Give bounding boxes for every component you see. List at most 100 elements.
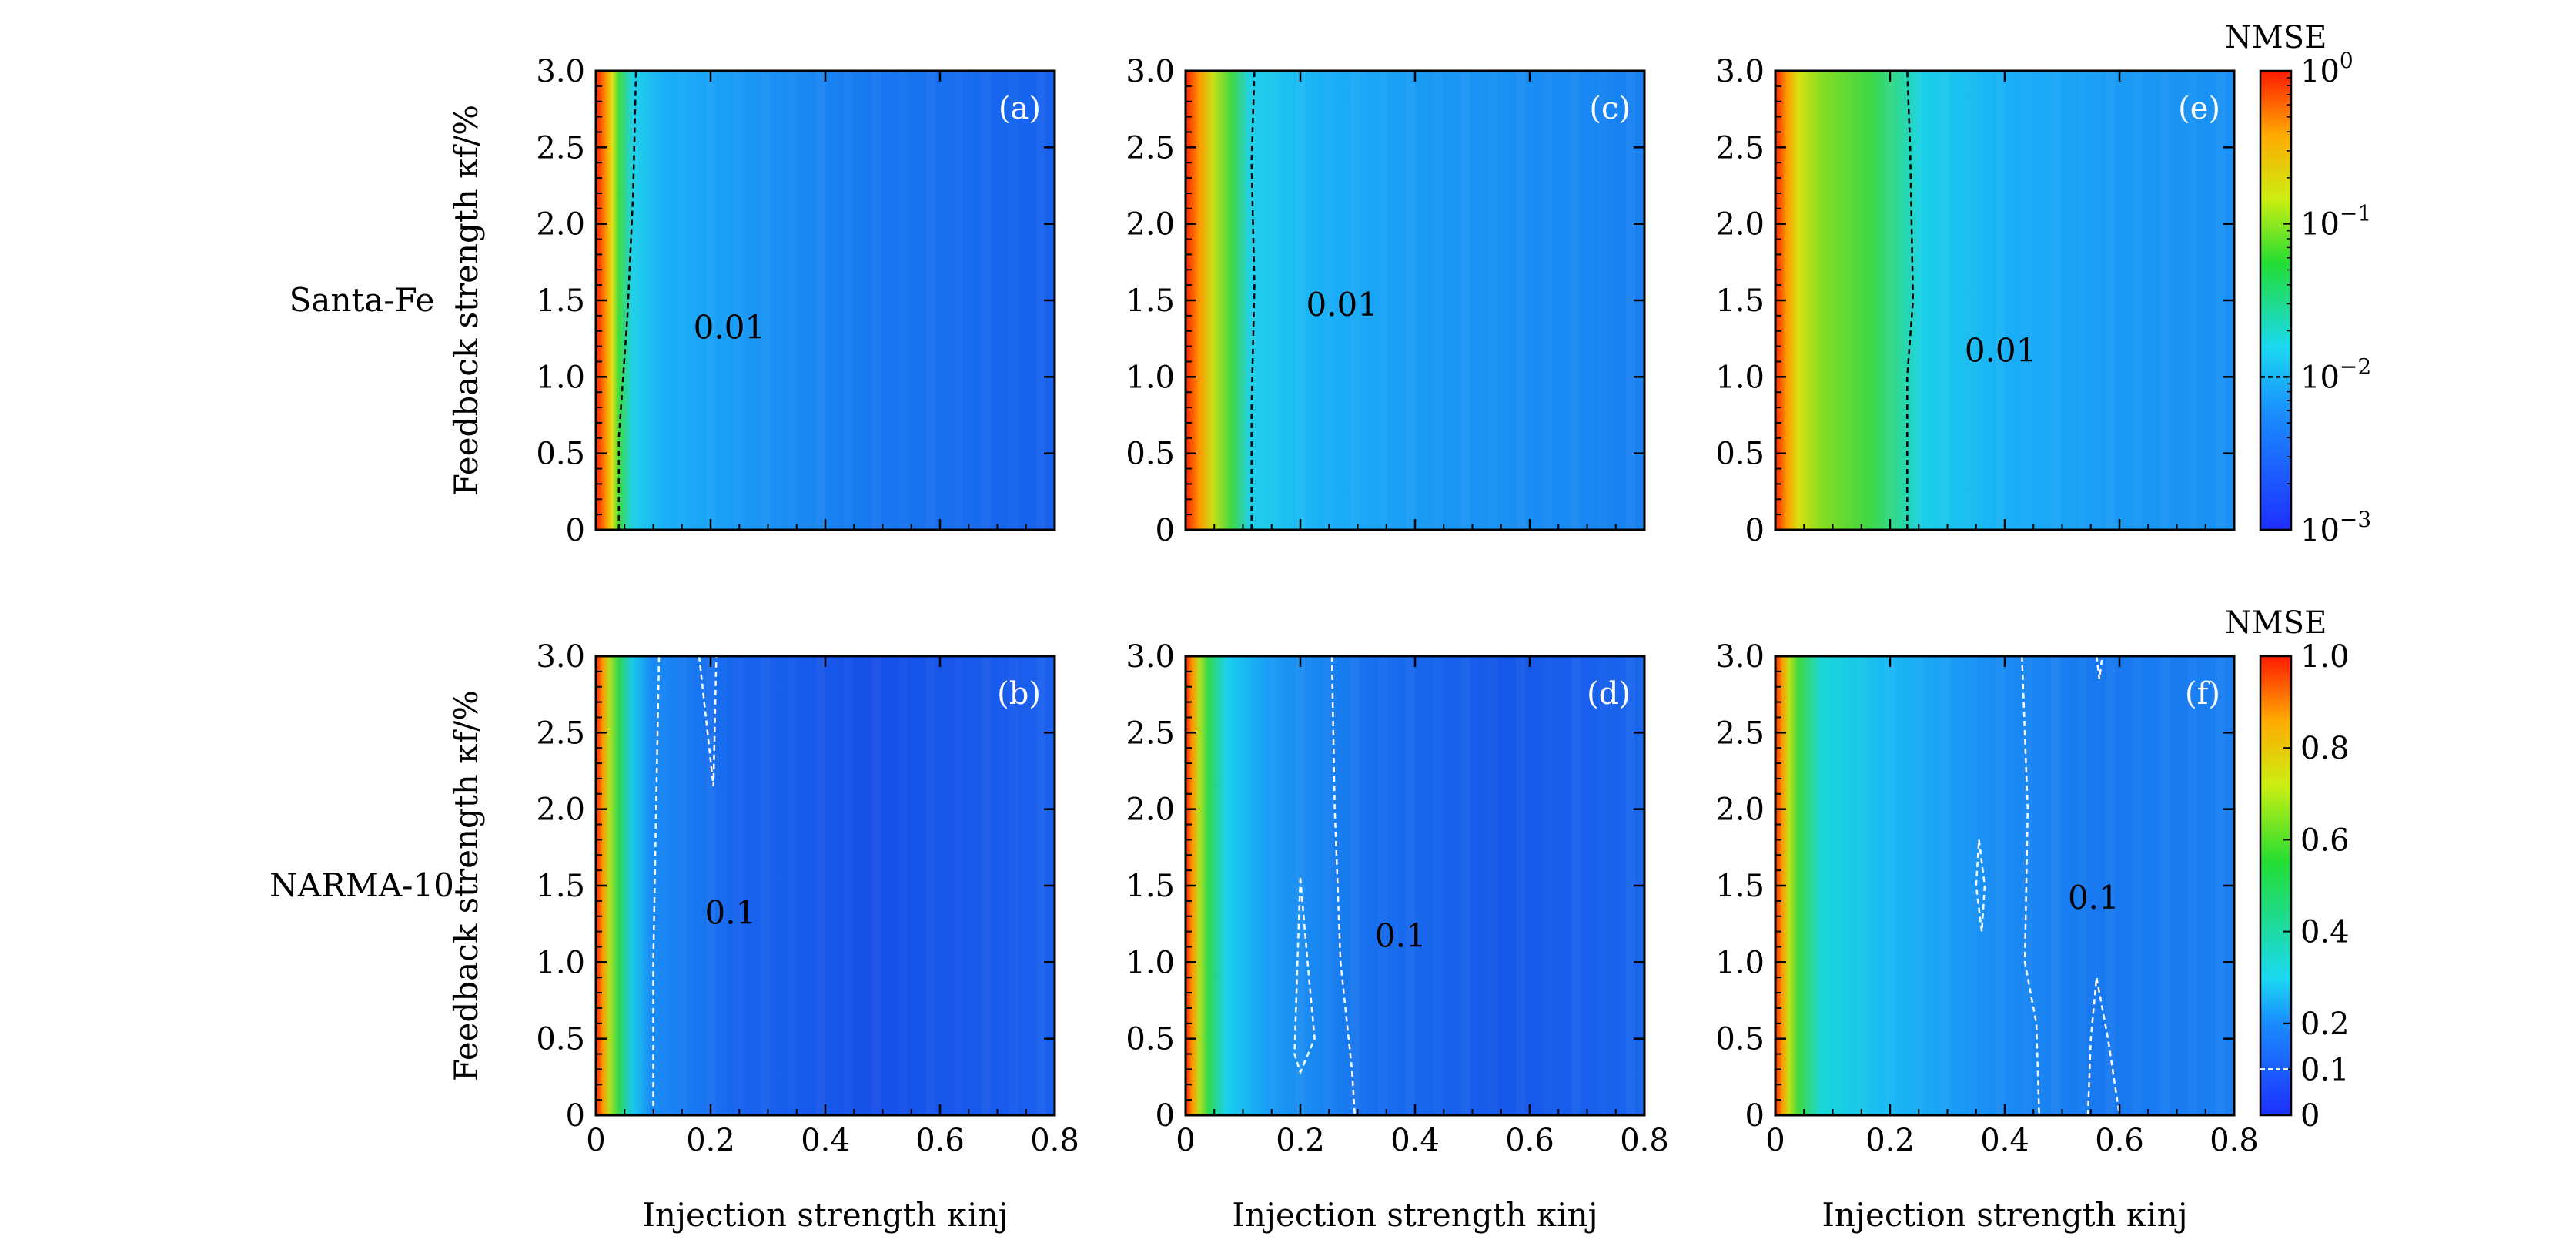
texture-streak bbox=[1571, 71, 1581, 530]
panel-letter: (e) bbox=[2178, 91, 2220, 126]
texture-streak bbox=[1885, 656, 1895, 1115]
texture-streak bbox=[981, 71, 991, 530]
texture-streak bbox=[1323, 656, 1333, 1115]
texture-streak bbox=[1626, 656, 1636, 1115]
texture-streak bbox=[1460, 71, 1470, 530]
contour-label: 0.01 bbox=[1306, 286, 1378, 323]
contour-line bbox=[1330, 655, 1357, 1116]
texture-streak bbox=[1913, 71, 1922, 530]
y-tick-label: 0.5 bbox=[1715, 437, 1765, 472]
texture-streak bbox=[816, 656, 825, 1115]
heatmap-fill bbox=[1186, 71, 1644, 530]
y-tick-label: 2.5 bbox=[1126, 715, 1175, 751]
x-tick-label: 0 bbox=[1176, 1123, 1195, 1158]
y-tick-label: 3.0 bbox=[536, 639, 585, 675]
heatmap-panel-a: 0.01 (a) 0 0.5 1.0 1.5 2.0 2.5 3.0 bbox=[536, 54, 1056, 548]
texture-streak bbox=[761, 71, 771, 530]
texture-streak bbox=[1009, 71, 1018, 530]
texture-streak bbox=[1488, 656, 1497, 1115]
panel-letter: (c) bbox=[1589, 91, 1631, 126]
y-tick-label: 2.0 bbox=[1126, 207, 1175, 243]
heatmap-panel-e: 0.01 (e) 0 0.5 1.0 1.5 2.0 2.5 3.0 bbox=[1715, 54, 2236, 548]
y-tick-label: 2.5 bbox=[536, 715, 585, 751]
x-axis-label: Injection strength κinj bbox=[642, 1196, 1008, 1234]
texture-streak bbox=[2160, 71, 2170, 530]
y-tick-label: 1.5 bbox=[536, 869, 585, 904]
texture-streak bbox=[1996, 71, 2005, 530]
y-tick-label: 3.0 bbox=[1715, 54, 1765, 89]
y-tick-label: 3.0 bbox=[536, 54, 585, 89]
y-tick-label: 2.0 bbox=[536, 207, 585, 243]
texture-streak bbox=[926, 656, 936, 1115]
y-tick-label: 0.5 bbox=[536, 437, 585, 472]
y-tick-label: 2.5 bbox=[1715, 130, 1765, 166]
x-tick-label: 0.2 bbox=[686, 1123, 735, 1158]
texture-streak bbox=[1598, 656, 1607, 1115]
contour-line bbox=[1975, 839, 1986, 932]
texture-streak bbox=[1434, 71, 1443, 530]
contour-line bbox=[2021, 655, 2040, 1116]
colorbar-tick-label: 0.2 bbox=[2300, 1007, 2350, 1042]
y-tick-label: 1.5 bbox=[536, 283, 585, 319]
texture-streak bbox=[1516, 656, 1526, 1115]
colorbar-title: NMSE bbox=[2225, 20, 2327, 55]
texture-streak bbox=[734, 656, 743, 1115]
y-axis-label: Feedback strength κf/% bbox=[447, 690, 485, 1081]
contour-line bbox=[2095, 655, 2103, 679]
heatmap-fill bbox=[1775, 656, 2234, 1115]
y-tick-label: 1.5 bbox=[1715, 869, 1765, 904]
panel-letter: (a) bbox=[999, 91, 1041, 126]
texture-streak bbox=[2078, 71, 2087, 530]
texture-streak bbox=[898, 656, 908, 1115]
texture-streak bbox=[1913, 656, 1922, 1115]
texture-streak bbox=[844, 71, 853, 530]
contour-label: 0.1 bbox=[2068, 879, 2119, 916]
texture-streak bbox=[871, 71, 881, 530]
texture-streak bbox=[788, 656, 798, 1115]
texture-streak bbox=[1996, 656, 2005, 1115]
colorbar-tick-label: 0 bbox=[2300, 1098, 2320, 1134]
texture-streak bbox=[981, 656, 991, 1115]
x-tick-label: 0 bbox=[586, 1123, 605, 1158]
contour-line bbox=[652, 655, 661, 1115]
heatmap-panel-f: 0.1 (f) 0 0.2 0.4 0.6 0.8 0 0.5 1.0 1.5 2.0 2.5 3.0 bbox=[1715, 639, 2258, 1158]
texture-streak bbox=[2050, 71, 2060, 530]
panel-letter: (f) bbox=[2185, 676, 2220, 712]
texture-streak bbox=[2023, 71, 2032, 530]
texture-streak bbox=[1406, 656, 1415, 1115]
y-tick-label: 2.5 bbox=[1715, 715, 1765, 751]
heatmap-fill bbox=[596, 656, 1055, 1115]
texture-streak bbox=[1296, 656, 1305, 1115]
texture-streak bbox=[1460, 656, 1470, 1115]
y-tick-label: 0 bbox=[1745, 1098, 1765, 1134]
y-tick-label: 2.0 bbox=[536, 792, 585, 828]
texture-streak bbox=[816, 71, 825, 530]
texture-streak bbox=[706, 71, 715, 530]
texture-streak bbox=[2188, 71, 2197, 530]
contour-line bbox=[617, 70, 637, 530]
texture-streak bbox=[1544, 71, 1553, 530]
x-tick-label: 0.6 bbox=[1505, 1123, 1554, 1158]
colorbar-tick-label: 1.0 bbox=[2300, 639, 2350, 675]
texture-streak bbox=[2216, 71, 2226, 530]
texture-streak bbox=[2188, 656, 2197, 1115]
texture-streak bbox=[1378, 71, 1387, 530]
x-tick-label: 0.8 bbox=[1030, 1123, 1079, 1158]
colorbar-tick-label: 0.8 bbox=[2300, 731, 2350, 766]
colorbar-tick-label: 0.6 bbox=[2300, 823, 2350, 858]
texture-streak bbox=[678, 656, 687, 1115]
contour-label: 0.1 bbox=[705, 894, 757, 932]
texture-streak bbox=[926, 71, 936, 530]
heatmap-panel-b: 0.1 (b) 0 0.2 0.4 0.6 0.8 0 0.5 1.0 1.5 2.0 2.5 3.0 bbox=[536, 639, 1079, 1158]
y-tick-label: 3.0 bbox=[1715, 639, 1765, 675]
colorbar-tick-label: 10−1 bbox=[2300, 201, 2371, 243]
colorbar-tick-label: 0.4 bbox=[2300, 915, 2350, 950]
y-axis-label: Feedback strength κf/% bbox=[447, 105, 485, 496]
x-tick-label: 0.6 bbox=[915, 1123, 965, 1158]
texture-streak bbox=[1571, 656, 1581, 1115]
texture-streak bbox=[2106, 71, 2116, 530]
y-tick-label: 2.0 bbox=[1715, 207, 1765, 243]
y-tick-label: 1.0 bbox=[1126, 360, 1175, 395]
texture-streak bbox=[1968, 71, 1977, 530]
